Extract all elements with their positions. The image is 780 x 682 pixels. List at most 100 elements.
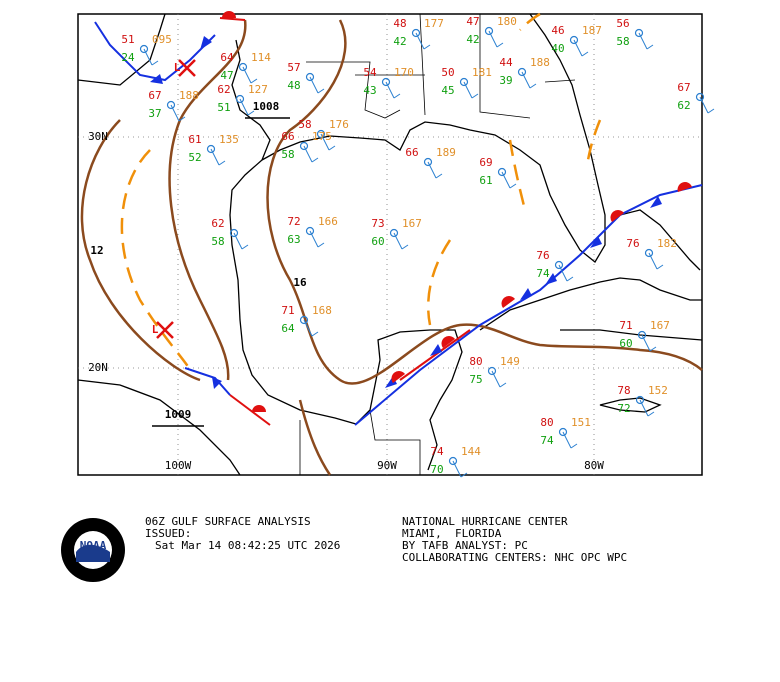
wind-barb-flag (460, 472, 468, 478)
station-temperature: 66 (281, 130, 294, 143)
wind-barb (488, 30, 498, 48)
wind-barb (415, 32, 425, 50)
station-dewpoint: 37 (148, 107, 161, 120)
wind-barb (303, 145, 313, 163)
isobars (80, 19, 703, 476)
station-dewpoint: 24 (121, 51, 135, 64)
station-circle (299, 141, 309, 151)
station-temperature: 50 (441, 66, 454, 79)
wind-barb-flag (566, 276, 574, 282)
wind-barb (452, 460, 462, 478)
station-dewpoint: 63 (287, 233, 300, 246)
low-marker (178, 59, 196, 77)
station-dewpoint: 39 (499, 74, 512, 87)
station-circle (634, 28, 644, 38)
station-temperature: 67 (148, 89, 161, 102)
station-temperature: 57 (287, 61, 300, 74)
wind-barb-flag (317, 88, 325, 94)
isobar-label: 16 (293, 276, 307, 289)
wind-barb-flag (241, 244, 249, 250)
wind-barb (501, 171, 511, 189)
station-dewpoint: 60 (371, 235, 384, 248)
wind-barb (521, 71, 531, 89)
station-dewpoint: 62 (677, 99, 690, 112)
station-dewpoint: 47 (220, 69, 233, 82)
wind-barb (463, 81, 473, 99)
station-dewpoint: 48 (287, 79, 300, 92)
station-temperature: 62 (211, 217, 224, 230)
station-pressure: 127 (248, 83, 268, 96)
footer-analyst: BY TAFB ANALYST: PC (402, 539, 528, 552)
wind-barb-flag (509, 183, 517, 189)
station-temperature: 51 (121, 33, 134, 46)
station-circle (235, 94, 245, 104)
station-temperature: 71 (281, 304, 294, 317)
station-dewpoint: 42 (393, 35, 406, 48)
station-temperature: 58 (298, 118, 311, 131)
wind-barb-flag (646, 44, 654, 50)
wind-barb (699, 96, 709, 114)
station-temperature: 64 (220, 51, 234, 64)
station-temperature: 74 (430, 445, 444, 458)
station-temperature: 71 (619, 319, 632, 332)
station-temperature: 54 (363, 66, 377, 79)
footer-issued-time: Sat Mar 14 08:42:25 UTC 2026 (155, 539, 340, 552)
isobar-label: 1009 (165, 408, 192, 421)
station-dewpoint: 75 (469, 373, 482, 386)
station-circle (389, 228, 399, 238)
station-temperature: 47 (466, 15, 479, 28)
station-pressure: 175 (312, 130, 332, 143)
footer-issued-label: ISSUED: (145, 527, 191, 540)
wind-barb (562, 431, 572, 449)
station-circle (497, 167, 507, 177)
station-pressure: 166 (318, 215, 338, 228)
wind-barb (573, 39, 583, 57)
station-circle (305, 226, 315, 236)
wind-barb-flag (250, 78, 258, 84)
station-pressure: 189 (436, 146, 456, 159)
wind-barb (320, 133, 330, 151)
footer: NOAA 06Z GULF SURFACE ANALYSISISSUED:Sat … (61, 515, 627, 582)
station-pressure: 168 (312, 304, 332, 317)
station-dewpoint: 51 (217, 101, 230, 114)
station-temperature: 44 (499, 56, 513, 69)
wind-barb (491, 370, 501, 388)
station-dewpoint: 58 (281, 148, 294, 161)
lon-label: 80W (584, 459, 604, 472)
station-circle (637, 330, 647, 340)
station-temperature: 48 (393, 17, 406, 30)
station-temperature: 62 (217, 83, 230, 96)
lat-label: 30N (88, 130, 108, 143)
station-pressure: 149 (500, 355, 520, 368)
wind-barb-flag (311, 157, 319, 163)
station-plots: 51 24 095 64 47 114 67 37 188 62 51 127 57 48 54 43 170 4… (121, 15, 715, 478)
station-temperature: 80 (540, 416, 553, 429)
wind-barb-flag (178, 116, 186, 122)
station-pressure: 152 (648, 384, 668, 397)
station-temperature: 76 (626, 237, 639, 250)
wind-barb-flag (247, 110, 255, 116)
station-pressure: 135 (219, 133, 239, 146)
station-temperature: 72 (287, 215, 300, 228)
station-circle (316, 129, 326, 139)
station-circle (381, 77, 391, 87)
wind-barb (427, 161, 437, 179)
station-pressure: 095 (152, 33, 172, 46)
wind-barb (233, 232, 243, 250)
station-temperature: 67 (677, 81, 690, 94)
station-pressure: 167 (650, 319, 670, 332)
map-labels: 30N 20N 100W 90W 80W 1008 1009 12 16 L L (88, 59, 604, 472)
station-circle (448, 456, 458, 466)
station-dewpoint: 52 (188, 151, 201, 164)
station-dewpoint: 58 (616, 35, 629, 48)
station-dewpoint: 72 (617, 402, 630, 415)
station-circle (423, 157, 433, 167)
station-dewpoint: 61 (479, 174, 492, 187)
wind-barb (638, 32, 648, 50)
station-circle (554, 260, 564, 270)
station-dewpoint: 70 (430, 463, 443, 476)
wind-barb (648, 252, 658, 270)
station-circle (206, 144, 216, 154)
station-temperature: 80 (469, 355, 482, 368)
